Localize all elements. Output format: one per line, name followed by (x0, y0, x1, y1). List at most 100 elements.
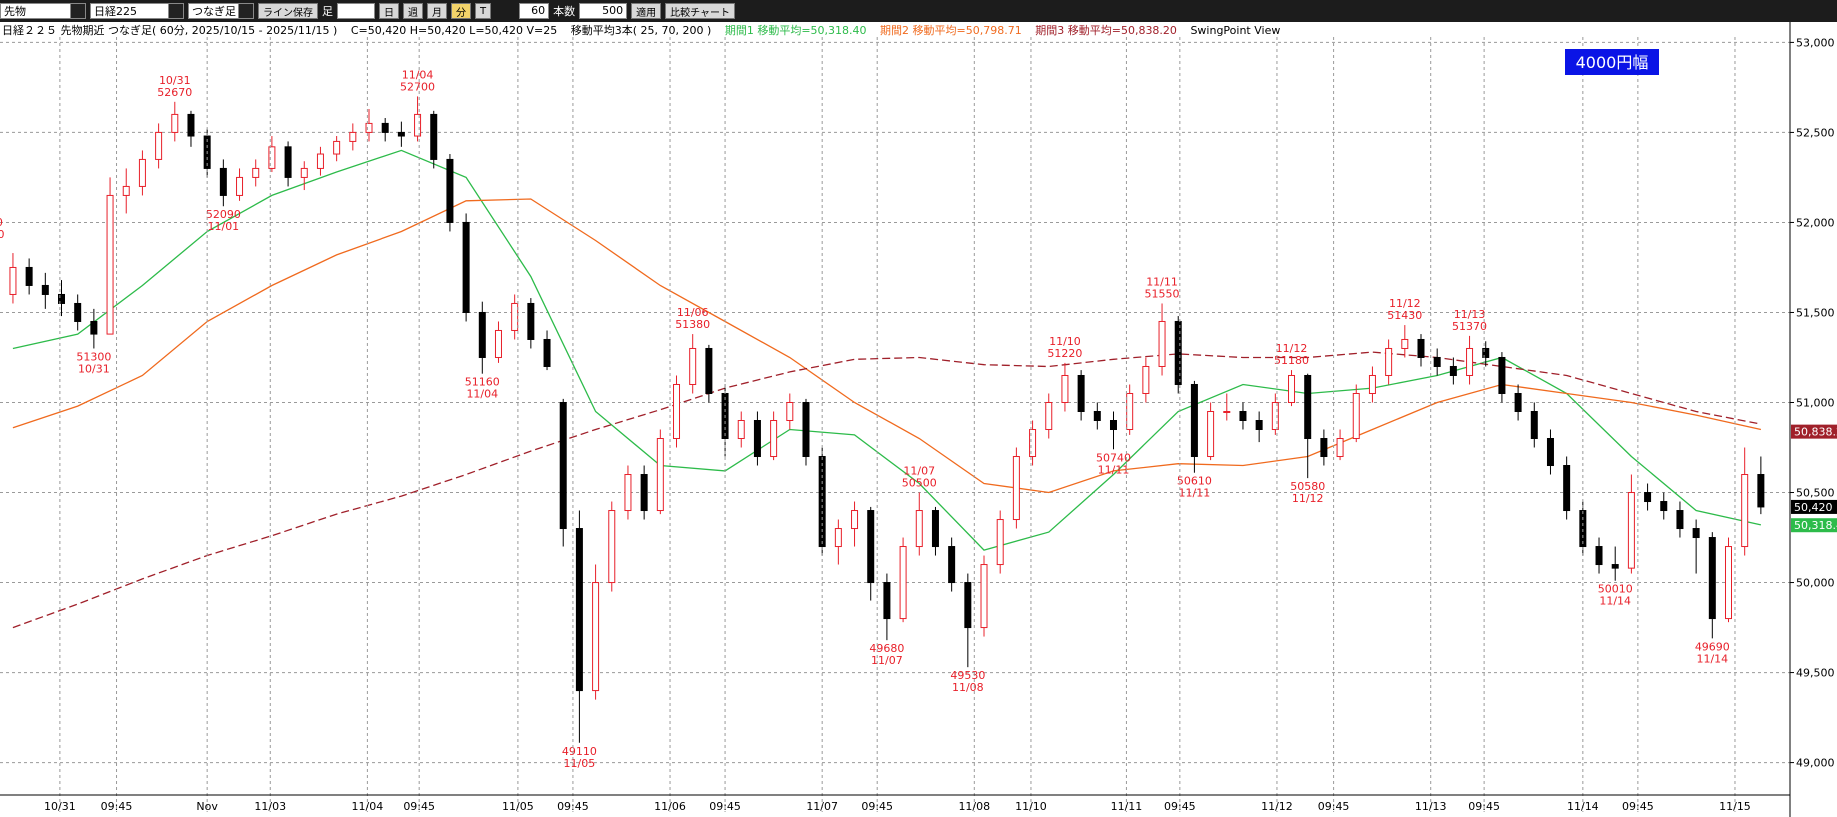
compare-button[interactable]: 比較チャート (665, 3, 736, 19)
x-tick-label: 11/13 (1415, 800, 1447, 813)
swing-date: 11/14 (1696, 652, 1728, 665)
candle-body (365, 122, 373, 133)
candle-body (834, 528, 842, 548)
swing-value: 51300 (76, 350, 111, 363)
x-tick-label: 09:45 (1318, 800, 1350, 813)
x-tick-label: 11/07 (806, 800, 838, 813)
swing-value: 50010 (1598, 583, 1633, 596)
swing-date: 11/06 (677, 306, 709, 319)
y-tick-label: 50,500 (1796, 487, 1835, 500)
x-tick-label: 09:45 (709, 800, 741, 813)
period-button[interactable]: 日 (379, 3, 399, 19)
candle-body (1077, 374, 1085, 412)
candle-body (1579, 510, 1587, 548)
candle-body (673, 383, 681, 440)
swing-value: 49530 (950, 669, 985, 682)
candle-body (300, 167, 308, 178)
period-button[interactable]: 月 (427, 3, 447, 19)
swing-value: 52700 (400, 80, 435, 93)
swing-date: 11/07 (871, 654, 903, 667)
swing-value: 51380 (675, 318, 710, 331)
candle-body (494, 329, 502, 358)
x-tick-label: 09:45 (101, 800, 133, 813)
candle-body (1530, 410, 1538, 440)
candle-body (753, 420, 761, 458)
candle-body (414, 113, 422, 137)
y-tick-label: 52,500 (1796, 126, 1835, 139)
swing-value: 49690 (1695, 640, 1730, 653)
y-tick-label: 53,000 (1796, 36, 1835, 49)
candle-body (883, 582, 891, 620)
price-tag (1791, 424, 1837, 439)
x-tick-label: 11/06 (654, 800, 686, 813)
candle-body (138, 158, 146, 187)
candle-body (1611, 564, 1619, 569)
candle-body (478, 311, 486, 358)
save-button[interactable]: ライン保存 (258, 3, 318, 19)
candle-body (1482, 347, 1490, 358)
candle-body (1514, 392, 1522, 412)
candle-body (1627, 492, 1635, 569)
candle-body (527, 302, 535, 340)
swing-date: 10/31 (78, 362, 110, 375)
candle-body (802, 401, 810, 458)
candle-body (915, 510, 923, 548)
y-tick-label: 52,000 (1796, 216, 1835, 229)
x-tick-label: 11/15 (1719, 800, 1751, 813)
market-select[interactable]: 先物 (0, 3, 86, 19)
candle-body (1174, 320, 1182, 385)
period-button[interactable]: 分 (451, 3, 471, 19)
candle-body (1692, 528, 1700, 539)
candle-body (122, 185, 130, 196)
candle-body (9, 266, 17, 295)
swing-value: 50740 (1096, 451, 1131, 464)
candle-body (770, 420, 778, 458)
period-button[interactable]: 週 (403, 3, 423, 19)
price-tag-label: 50,838.2 (1794, 426, 1837, 439)
candle-body (252, 167, 260, 178)
candle-body (705, 347, 713, 394)
candle-body (624, 474, 632, 512)
plot: 10/305188010/315130010/315267011/0152090… (0, 41, 1790, 770)
candle-body (592, 582, 600, 692)
info-line: 日経２２５ 先物期近 つなぎ足( 60分, 2025/10/15 - 2025/… (2, 23, 1290, 39)
y-tick-label: 49,000 (1796, 757, 1835, 770)
candle-body (1223, 410, 1231, 413)
bar-type-select[interactable]: つなぎ足 (188, 3, 254, 19)
apply-button[interactable]: 適用 (631, 3, 662, 19)
swing-date: 11/12 (1292, 492, 1324, 505)
candle-body (1708, 537, 1716, 620)
candle-body (1757, 474, 1765, 508)
x-tick-label: 11/14 (1567, 800, 1599, 813)
swing-value: 49680 (869, 642, 904, 655)
candle-body (996, 519, 1004, 566)
ma-line (12, 198, 1762, 494)
candle-body (1029, 429, 1037, 458)
y-tick-label: 49,500 (1796, 667, 1835, 680)
candle-body (867, 510, 875, 584)
candle-body (931, 510, 939, 548)
period-button[interactable]: T (475, 3, 492, 19)
swing-value: 50610 (1177, 475, 1212, 488)
toolbar: 先物 日経225 つなぎ足 ライン保存 足 日 週 月 分 T 60 本数 50… (0, 0, 1837, 22)
x-tick-label: 11/04 (352, 800, 384, 813)
candle-body (268, 146, 276, 169)
ashi-input[interactable] (337, 3, 375, 19)
count-input[interactable]: 500 (579, 3, 628, 19)
swing-date: 11/05 (564, 757, 596, 770)
swing-date: 11/14 (1599, 595, 1631, 608)
x-tick-label: 09:45 (861, 800, 893, 813)
swing-date: 11/08 (952, 681, 984, 694)
swing-value: 51550 (1145, 287, 1180, 300)
candle-body (1417, 338, 1425, 358)
minutes-input[interactable]: 60 (519, 3, 550, 19)
candle-body (1368, 374, 1376, 394)
candle-body (1190, 383, 1198, 458)
candle-body (948, 546, 956, 584)
candle-body (397, 131, 405, 137)
badge: 4000円幅 (1576, 53, 1649, 72)
symbol-select[interactable]: 日経225 (90, 3, 184, 19)
y-tick-label: 50,000 (1796, 577, 1835, 590)
candle-body (737, 420, 745, 440)
candle-body (786, 401, 794, 422)
